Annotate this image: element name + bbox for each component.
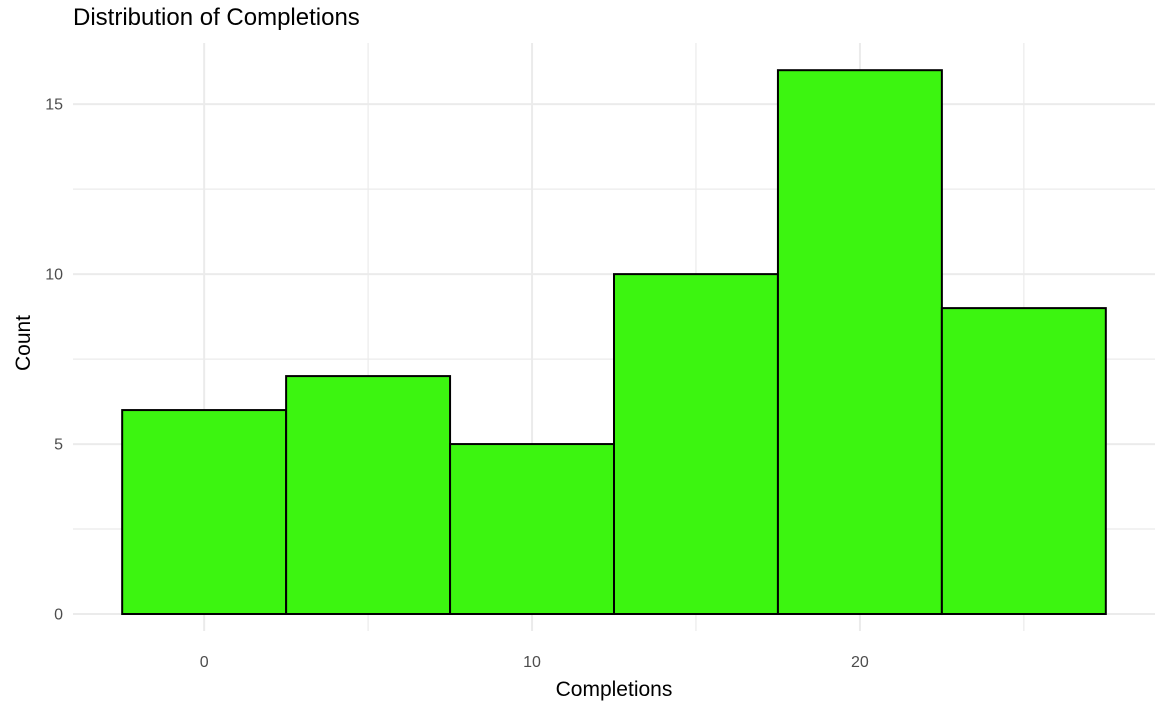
x-tick-label: 20 xyxy=(851,654,869,671)
x-tick-label: 0 xyxy=(200,654,209,671)
chart-title: Distribution of Completions xyxy=(73,4,360,31)
histogram-bar xyxy=(940,307,1107,616)
x-axis-label: Completions xyxy=(556,678,673,701)
y-tick-label: 5 xyxy=(54,437,63,454)
histogram-bar xyxy=(285,375,452,616)
y-tick-label: 0 xyxy=(54,607,63,624)
y-axis-label: Count xyxy=(12,315,35,371)
y-tick-label: 10 xyxy=(45,267,63,284)
x-axis-tick-labels: 0 10 20 xyxy=(200,654,869,671)
histogram-bar xyxy=(121,409,288,616)
histogram-bars xyxy=(121,69,1107,616)
x-tick-label: 10 xyxy=(523,654,541,671)
histogram-bar xyxy=(613,273,779,616)
plot-area xyxy=(73,43,1155,631)
y-tick-label: 15 xyxy=(45,97,63,114)
histogram-bar xyxy=(449,443,615,616)
histogram-bar xyxy=(776,69,943,616)
y-axis-tick-labels: 0 5 10 15 xyxy=(45,97,63,624)
